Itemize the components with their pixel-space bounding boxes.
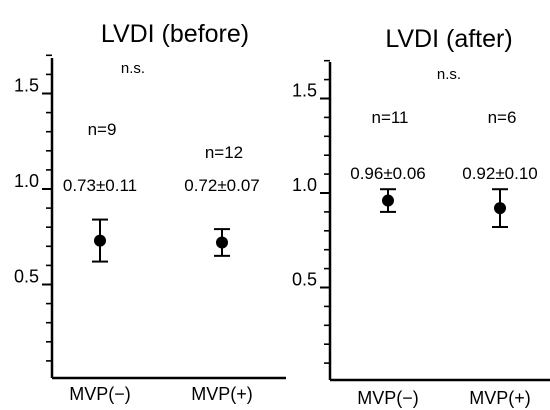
data-point bbox=[382, 194, 394, 207]
data-point bbox=[216, 236, 228, 249]
chart-panel-2: LVDI (after) 1.5 1.0 0.5 n.s. n=11 0.96±0.06 MV… bbox=[292, 25, 550, 408]
y-tick-label: 0.5 bbox=[292, 270, 317, 290]
x-category-label: MVP(−) bbox=[357, 388, 419, 408]
x-category-label: MVP(−) bbox=[69, 384, 131, 404]
x-category-label: MVP(+) bbox=[191, 384, 253, 404]
chart-title: LVDI (before) bbox=[101, 20, 249, 48]
sample-size-label: n=6 bbox=[488, 108, 517, 127]
chart-title: LVDI (after) bbox=[385, 25, 512, 53]
y-tick-label: 1.0 bbox=[14, 171, 39, 191]
sample-size-label: n=12 bbox=[205, 143, 243, 162]
y-tick-label: 1.5 bbox=[14, 76, 39, 96]
y-tick-label: 0.5 bbox=[14, 267, 39, 287]
significance-label: n.s. bbox=[121, 60, 145, 77]
data-point bbox=[94, 234, 106, 247]
significance-label: n.s. bbox=[437, 66, 461, 83]
sample-size-label: n=9 bbox=[88, 120, 117, 139]
mean-sd-label: 0.73±0.11 bbox=[63, 176, 137, 195]
chart-panel-1: LVDI (before) 1.5 1.0 0.5 n.s. n=9 0.73±0.11 MV… bbox=[14, 20, 286, 404]
mean-sd-label: 0.72±0.07 bbox=[184, 176, 260, 195]
data-point bbox=[494, 202, 506, 215]
y-tick-label: 1.0 bbox=[292, 175, 317, 195]
sample-size-label: n=11 bbox=[371, 108, 408, 127]
mean-sd-label: 0.96±0.06 bbox=[350, 164, 426, 183]
x-category-label: MVP(+) bbox=[469, 388, 531, 408]
y-tick-label: 1.5 bbox=[292, 81, 317, 101]
mean-sd-label: 0.92±0.10 bbox=[462, 164, 538, 183]
